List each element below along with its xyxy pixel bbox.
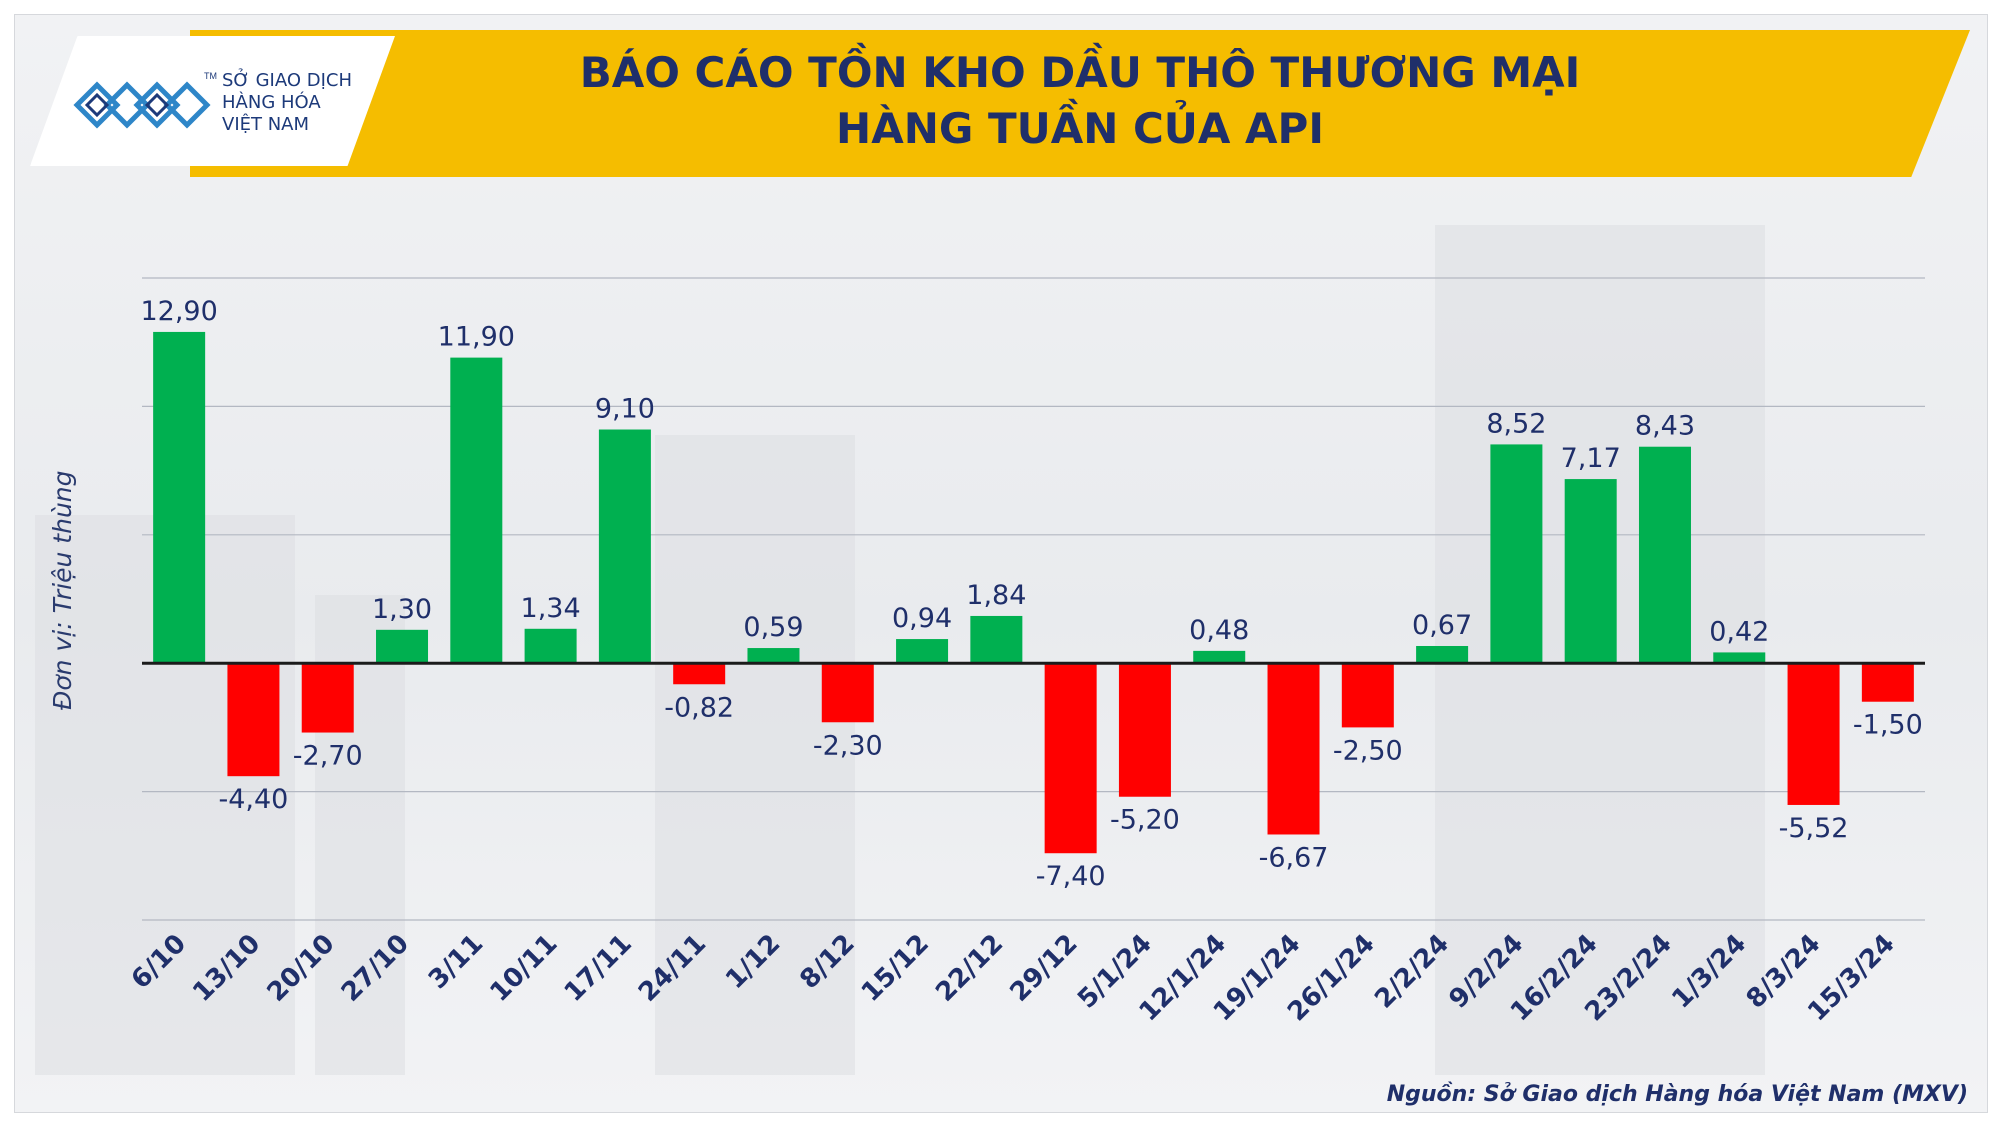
- bar: [153, 331, 206, 664]
- bar: [1118, 663, 1171, 797]
- data-label: 1,34: [521, 593, 581, 624]
- x-tick-label: 3/11: [423, 929, 489, 995]
- data-label: 0,94: [892, 603, 952, 634]
- bar: [1341, 663, 1394, 728]
- chart-title: BÁO CÁO TỒN KHO DẦU THÔ THƯƠNG MẠI HÀNG …: [430, 45, 1730, 157]
- x-tick-label: 6/10: [126, 929, 192, 995]
- data-label: -6,67: [1259, 842, 1329, 873]
- data-label: 0,42: [1709, 616, 1769, 647]
- x-tick-label: 29/12: [1004, 929, 1083, 1008]
- data-label: -1,50: [1853, 710, 1923, 741]
- data-label: 0,59: [743, 612, 803, 643]
- bar: [747, 648, 800, 664]
- data-label: 9,10: [595, 394, 655, 425]
- x-tick-label: 15/12: [856, 929, 935, 1008]
- logo-icon: [73, 81, 211, 129]
- x-tick-label: 2/2/24: [1369, 929, 1455, 1015]
- bar: [1861, 663, 1914, 702]
- data-label: 8,52: [1486, 408, 1546, 439]
- bar: [524, 628, 577, 664]
- source-note: Nguồn: Sở Giao dịch Hàng hóa Việt Nam (M…: [1386, 1082, 1968, 1107]
- bar: [1267, 663, 1320, 835]
- bar: [1713, 652, 1766, 664]
- logo-line-1: SỞ GIAO DỊCH: [222, 70, 352, 91]
- data-label: 1,30: [372, 594, 432, 625]
- data-label: -5,52: [1779, 813, 1849, 844]
- bar: [301, 663, 354, 733]
- logo-line-2: HÀNG HÓA: [222, 92, 321, 113]
- bar: [450, 357, 503, 664]
- data-label: -0,82: [664, 692, 734, 723]
- x-tick-label: 22/12: [930, 929, 1009, 1008]
- title-banner: [190, 30, 1970, 177]
- bar: [1416, 645, 1469, 664]
- data-label: -4,40: [219, 784, 289, 815]
- data-label: 11,90: [438, 322, 515, 353]
- bar: [598, 429, 651, 664]
- data-label: -7,40: [1036, 861, 1106, 892]
- data-label: -5,20: [1110, 805, 1180, 836]
- x-tick-label: 1/12: [720, 929, 786, 995]
- logo-text: SỞ GIAO DỊCH HÀNG HÓA VIỆT NAM: [222, 70, 352, 136]
- trademark-mark: TM: [204, 71, 217, 81]
- background-decoration: [655, 435, 855, 1075]
- bar: [673, 663, 726, 685]
- data-label: 0,67: [1412, 610, 1472, 641]
- x-tick-label: 27/10: [336, 929, 415, 1008]
- bar: [1787, 663, 1840, 805]
- bar: [227, 663, 280, 777]
- x-tick-label: 24/11: [633, 929, 712, 1008]
- data-label: 1,84: [966, 580, 1026, 611]
- x-tick-label: 17/11: [559, 929, 638, 1008]
- bar: [1044, 663, 1097, 854]
- bar: [896, 639, 949, 664]
- title-line-2: HÀNG TUẦN CỦA API: [836, 104, 1324, 153]
- x-tick-label: 20/10: [262, 929, 341, 1008]
- x-tick-label: 1/3/24: [1666, 929, 1752, 1015]
- bar: [1638, 446, 1691, 664]
- bar: [821, 663, 874, 723]
- data-label: -2,50: [1333, 735, 1403, 766]
- data-label: -2,30: [813, 730, 883, 761]
- x-tick-label: 13/10: [187, 929, 266, 1008]
- x-tick-label: 8/12: [794, 929, 860, 995]
- x-tick-label: 10/11: [484, 929, 563, 1008]
- bar: [1490, 444, 1543, 664]
- title-line-1: BÁO CÁO TỒN KHO DẦU THÔ THƯƠNG MẠI: [579, 48, 1581, 97]
- data-label: -2,70: [293, 741, 363, 772]
- data-label: 7,17: [1561, 443, 1621, 474]
- data-label: 0,48: [1189, 615, 1249, 646]
- bar: [970, 615, 1023, 664]
- bar: [1564, 479, 1617, 664]
- data-label: 12,90: [140, 296, 217, 327]
- data-label: 8,43: [1635, 411, 1695, 442]
- bar: [1193, 650, 1246, 664]
- bar: [376, 629, 429, 664]
- logo-line-3: VIỆT NAM: [222, 114, 310, 135]
